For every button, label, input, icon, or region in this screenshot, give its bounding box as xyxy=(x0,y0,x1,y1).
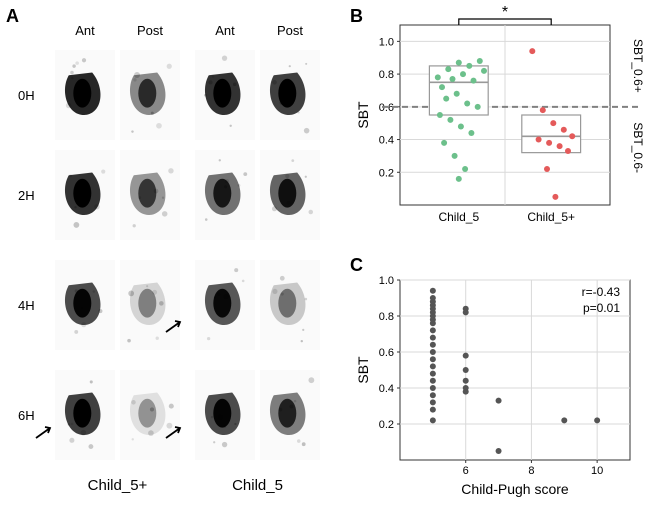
svg-text:SBT: SBT xyxy=(355,356,371,384)
svg-text:0.2: 0.2 xyxy=(379,419,394,431)
svg-text:6: 6 xyxy=(463,465,469,477)
svg-text:0.2: 0.2 xyxy=(379,167,394,179)
svg-text:0H: 0H xyxy=(18,88,35,103)
svg-text:Child_5+: Child_5+ xyxy=(88,477,148,494)
svg-text:Post: Post xyxy=(137,23,163,38)
svg-text:r=-0.43: r=-0.43 xyxy=(582,285,621,299)
panel-a-figure: Ant Post Ant Post 0H 2H 4H 6H Child_5+ Child_5 xyxy=(0,0,340,500)
svg-text:1.0: 1.0 xyxy=(379,275,394,287)
svg-text:0.8: 0.8 xyxy=(379,311,394,323)
svg-text:1.0: 1.0 xyxy=(379,36,394,48)
svg-text:6H: 6H xyxy=(18,408,35,423)
svg-text:0.4: 0.4 xyxy=(379,383,394,395)
svg-text:10: 10 xyxy=(591,465,603,477)
svg-text:0.8: 0.8 xyxy=(379,69,394,81)
svg-text:Ant: Ant xyxy=(75,23,95,38)
svg-text:*: * xyxy=(502,4,508,21)
svg-text:Ant: Ant xyxy=(215,23,235,38)
panel-c-scatter: 0.2 0.4 0.6 0.8 1.0 6 8 10 SBT Child-Pugh score r=… xyxy=(350,255,666,521)
svg-text:8: 8 xyxy=(528,465,534,477)
svg-text:SBT_0.6-: SBT_0.6- xyxy=(631,122,645,173)
svg-text:Child_5+: Child_5+ xyxy=(527,210,575,224)
svg-text:SBT: SBT xyxy=(355,101,371,129)
svg-text:SBT_0.6+: SBT_0.6+ xyxy=(631,39,645,93)
svg-text:4H: 4H xyxy=(18,298,35,313)
svg-text:2H: 2H xyxy=(18,188,35,203)
svg-text:Child_5: Child_5 xyxy=(438,210,479,224)
svg-text:Child_5: Child_5 xyxy=(232,477,283,494)
svg-text:p=0.01: p=0.01 xyxy=(583,301,620,315)
svg-text:Post: Post xyxy=(277,23,303,38)
panel-b-boxplot: 0.20.40.60.81.0Child_5Child_5+SBT*SBT_0.… xyxy=(350,0,666,255)
svg-text:0.4: 0.4 xyxy=(379,135,394,147)
svg-text:0.6: 0.6 xyxy=(379,347,394,359)
svg-text:Child-Pugh score: Child-Pugh score xyxy=(461,481,569,497)
